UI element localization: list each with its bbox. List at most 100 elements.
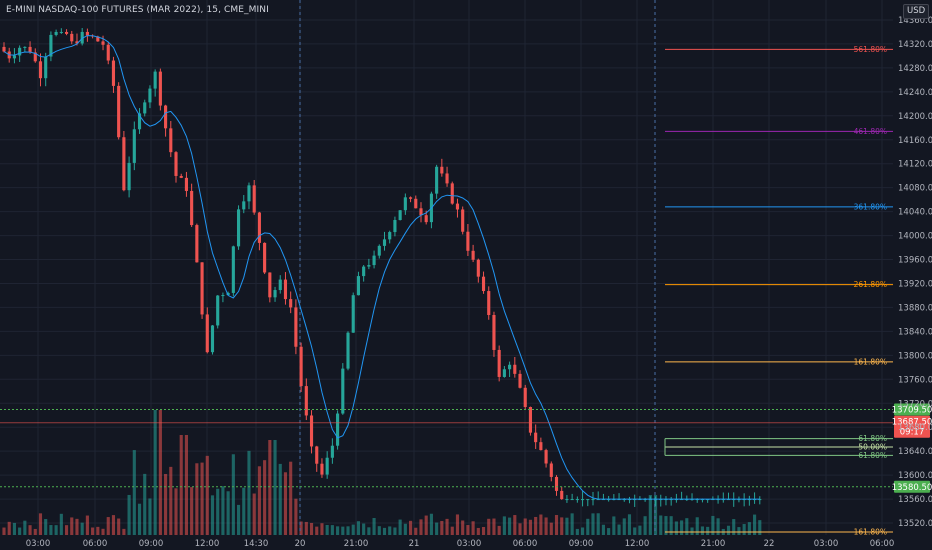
candle-body[interactable] <box>356 276 361 296</box>
candle-body[interactable] <box>252 185 256 213</box>
candle-body[interactable] <box>164 105 168 129</box>
candle-body[interactable] <box>476 259 480 277</box>
candle-body[interactable] <box>263 242 267 273</box>
candle-body[interactable] <box>80 31 84 44</box>
candle-body[interactable] <box>362 266 366 277</box>
candle-body[interactable] <box>341 368 345 414</box>
candle-body[interactable] <box>591 499 595 501</box>
candle-body[interactable] <box>330 445 334 458</box>
candle-body[interactable] <box>294 307 298 347</box>
candle-body[interactable] <box>205 314 209 353</box>
candle-body[interactable] <box>455 203 460 210</box>
candle-body[interactable] <box>377 245 381 256</box>
candle-body[interactable] <box>299 346 303 387</box>
candle-body[interactable] <box>487 291 491 315</box>
candle-body[interactable] <box>367 265 371 267</box>
candle-body[interactable] <box>539 442 543 451</box>
candle-body[interactable] <box>200 262 204 315</box>
candle-body[interactable] <box>304 386 308 416</box>
candle-body[interactable] <box>23 46 27 48</box>
candle-body[interactable] <box>122 137 126 191</box>
candle-body[interactable] <box>502 369 506 377</box>
candle-body[interactable] <box>273 290 277 298</box>
candle-body[interactable] <box>414 198 418 209</box>
candle-body[interactable] <box>346 332 350 369</box>
candle-body[interactable] <box>169 128 173 153</box>
candle-body[interactable] <box>236 209 241 247</box>
candle-body[interactable] <box>96 36 100 42</box>
candles[interactable] <box>2 28 762 507</box>
candle-body[interactable] <box>85 31 89 36</box>
candle-body[interactable] <box>408 197 413 199</box>
fibonacci-extension[interactable]: 561.80% 461.80% 361.80% 261.80% 161.80% 61.80… <box>664 45 893 537</box>
candle-body[interactable] <box>226 292 230 296</box>
candle-body[interactable] <box>12 55 16 59</box>
candle-body[interactable] <box>242 201 246 210</box>
candle-body[interactable] <box>382 239 387 246</box>
candle-body[interactable] <box>75 41 79 44</box>
candle-body[interactable] <box>28 46 32 53</box>
candle-body[interactable] <box>351 295 355 333</box>
candle-body[interactable] <box>111 60 116 86</box>
candle-body[interactable] <box>289 299 293 308</box>
candle-body[interactable] <box>2 46 6 52</box>
candle-body[interactable] <box>586 499 590 501</box>
candle-body[interactable] <box>59 31 63 33</box>
candle-body[interactable] <box>143 102 147 114</box>
candle-body[interactable] <box>54 31 58 35</box>
candle-body[interactable] <box>64 31 69 34</box>
candle-body[interactable] <box>481 276 486 292</box>
candle-body[interactable] <box>544 450 548 464</box>
candle-body[interactable] <box>320 463 324 475</box>
price-axis[interactable]: 14360.00 14320.00 14280.00 14240.00 14200.00… <box>898 16 932 529</box>
candle-body[interactable] <box>497 349 501 377</box>
candle-body[interactable] <box>581 499 585 501</box>
candle-body[interactable] <box>127 162 131 191</box>
candle-body[interactable] <box>315 446 319 464</box>
candle-body[interactable] <box>137 113 142 130</box>
candle-body[interactable] <box>440 166 444 174</box>
candle-body[interactable] <box>492 314 496 350</box>
candle-body[interactable] <box>518 373 522 388</box>
candle-body[interactable] <box>560 490 564 500</box>
candle-body[interactable] <box>117 85 121 138</box>
candle-body[interactable] <box>106 44 110 61</box>
candle-body[interactable] <box>231 246 235 293</box>
candle-body[interactable] <box>523 387 527 408</box>
candle-body[interactable] <box>174 152 178 176</box>
candle-body[interactable] <box>565 499 569 501</box>
candle-body[interactable] <box>210 325 215 353</box>
candle-body[interactable] <box>257 212 261 243</box>
candle-body[interactable] <box>388 232 392 240</box>
candle-body[interactable] <box>461 209 465 232</box>
candle-body[interactable] <box>450 183 454 204</box>
candle-body[interactable] <box>435 166 439 194</box>
candle-body[interactable] <box>424 215 428 223</box>
currency-badge[interactable]: USD <box>903 4 930 19</box>
candle-body[interactable] <box>508 364 512 370</box>
candle-body[interactable] <box>216 295 220 326</box>
candle-body[interactable] <box>283 279 288 300</box>
candle-body[interactable] <box>554 476 559 491</box>
candle-body[interactable] <box>372 255 376 266</box>
candle-body[interactable] <box>534 432 538 443</box>
candle-body[interactable] <box>158 71 162 106</box>
candle-body[interactable] <box>148 88 152 103</box>
candle-body[interactable] <box>325 457 329 475</box>
candle-body[interactable] <box>268 272 272 298</box>
candle-body[interactable] <box>471 250 475 260</box>
candle-body[interactable] <box>419 208 423 216</box>
candle-body[interactable] <box>528 407 533 433</box>
candle-body[interactable] <box>278 279 282 291</box>
candle-body[interactable] <box>190 190 194 226</box>
candle-body[interactable] <box>466 231 470 251</box>
candle-body[interactable] <box>101 41 105 45</box>
candle-body[interactable] <box>195 225 199 263</box>
candle-body[interactable] <box>184 177 188 191</box>
candle-body[interactable] <box>549 463 553 477</box>
candle-body[interactable] <box>18 47 22 56</box>
candle-body[interactable] <box>132 129 136 163</box>
candle-body[interactable] <box>44 56 48 79</box>
